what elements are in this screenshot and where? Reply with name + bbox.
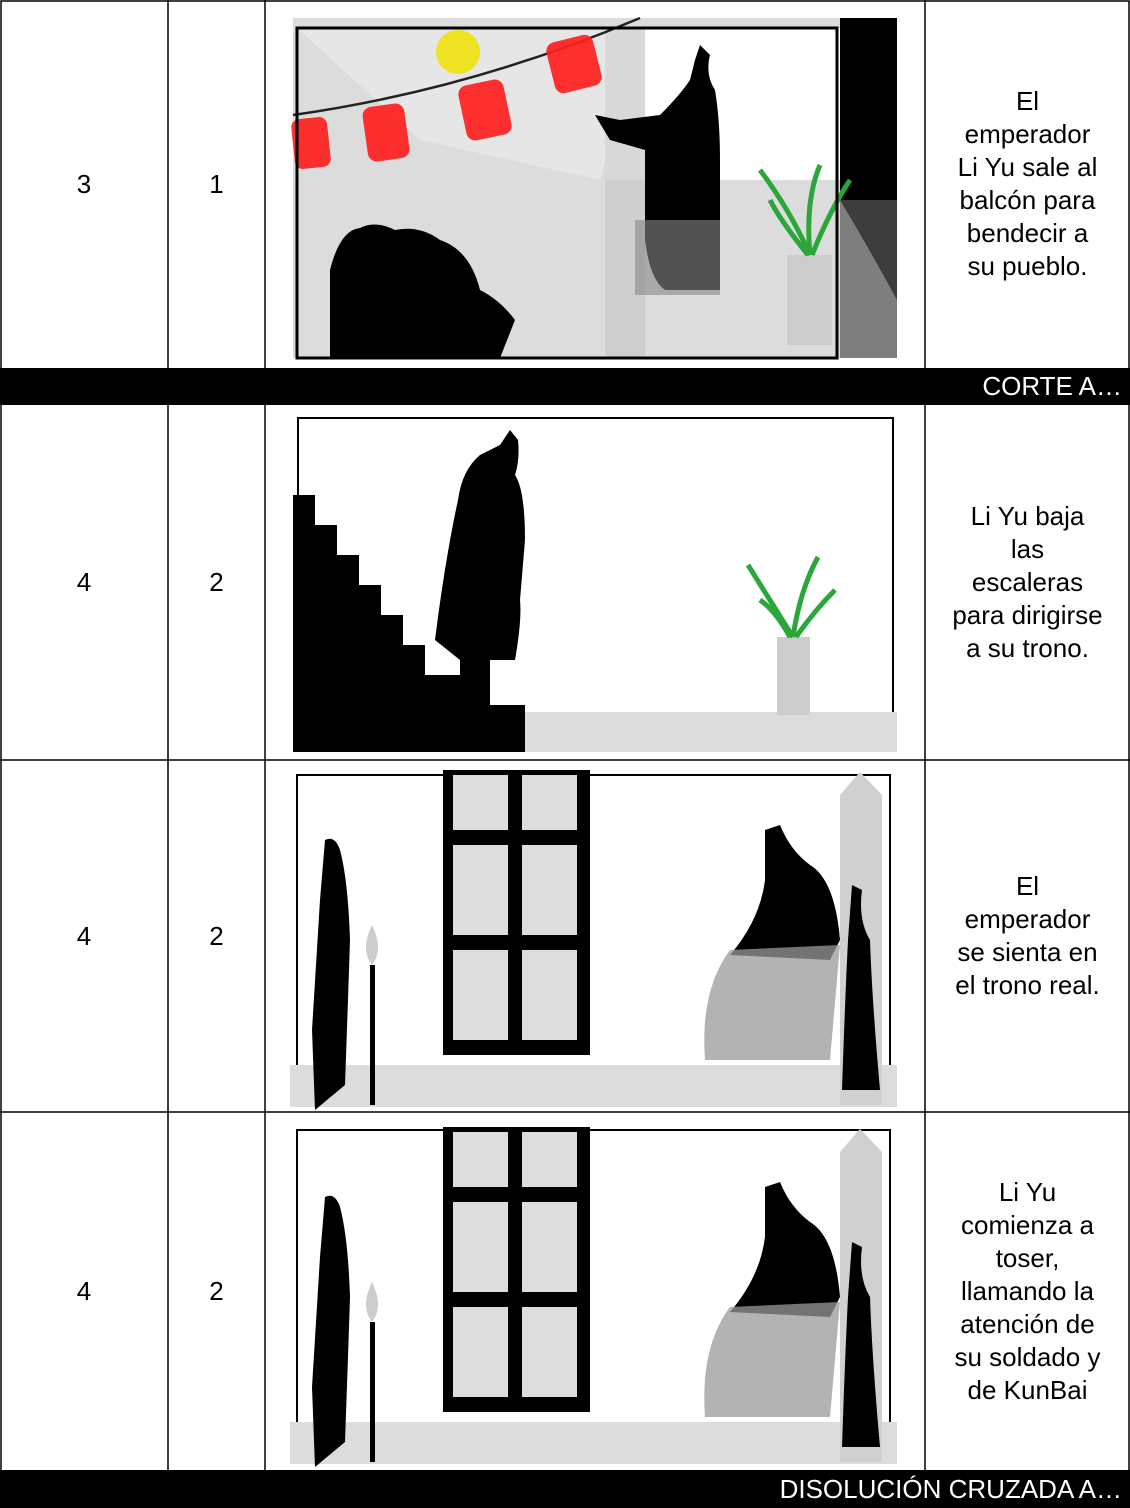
description-line: Li Yu baja bbox=[970, 501, 1085, 531]
shot-number: 2 bbox=[209, 1275, 224, 1306]
panel-balcony bbox=[291, 16, 897, 360]
description-line: Li Yu bbox=[998, 1176, 1057, 1207]
description-line: balcón para bbox=[959, 185, 1096, 215]
description-line: El bbox=[1015, 871, 1040, 901]
panel-stairs bbox=[293, 417, 897, 752]
description-line: atención de bbox=[960, 1308, 1095, 1339]
description-line: se sienta en bbox=[957, 937, 1098, 967]
description-line: El bbox=[1015, 86, 1040, 116]
description-line: su pueblo. bbox=[967, 251, 1088, 281]
description: Li Yu comienza a toser, llamando la atención… bbox=[925, 1112, 1130, 1470]
scene-number: 4 bbox=[76, 567, 92, 597]
description-line: las bbox=[1010, 534, 1045, 564]
description-line: bendecir a bbox=[966, 218, 1089, 248]
description-line: llamando la bbox=[961, 1275, 1094, 1306]
description-line: toser, bbox=[995, 1242, 1060, 1273]
panel-throne bbox=[290, 770, 897, 1110]
description-line: comienza a bbox=[961, 1209, 1094, 1240]
transition: DISOLUCIÓN CRUZADA A… bbox=[0, 1470, 1130, 1508]
description-line: escaleras bbox=[971, 567, 1084, 597]
description-line: para dirigirse bbox=[952, 600, 1103, 630]
panel-throne-cough bbox=[290, 1127, 897, 1467]
transition: CORTE A… bbox=[0, 368, 1130, 405]
description-line: Li Yu sale al bbox=[957, 152, 1098, 182]
description-line: su soldado y bbox=[954, 1341, 1101, 1372]
shot-number: 1 bbox=[209, 168, 224, 199]
description: El emperador se sienta en el trono real. bbox=[925, 760, 1130, 1112]
shot-number: 2 bbox=[209, 567, 224, 597]
scene-number: 4 bbox=[76, 1275, 92, 1306]
description: Li Yu baja las escaleras para dirigirse a su… bbox=[925, 405, 1130, 760]
description-line: emperador bbox=[964, 904, 1091, 934]
scene-number: 4 bbox=[76, 920, 92, 951]
description-line: a su trono. bbox=[966, 633, 1089, 663]
description: El emperador Li Yu sale al balcón para bende… bbox=[925, 0, 1130, 368]
description-line: emperador bbox=[964, 119, 1091, 149]
description-line: el trono real. bbox=[955, 970, 1100, 1000]
shot-number: 2 bbox=[209, 920, 224, 951]
description-line: de KunBai bbox=[967, 1374, 1088, 1405]
scene-number: 3 bbox=[76, 168, 92, 199]
